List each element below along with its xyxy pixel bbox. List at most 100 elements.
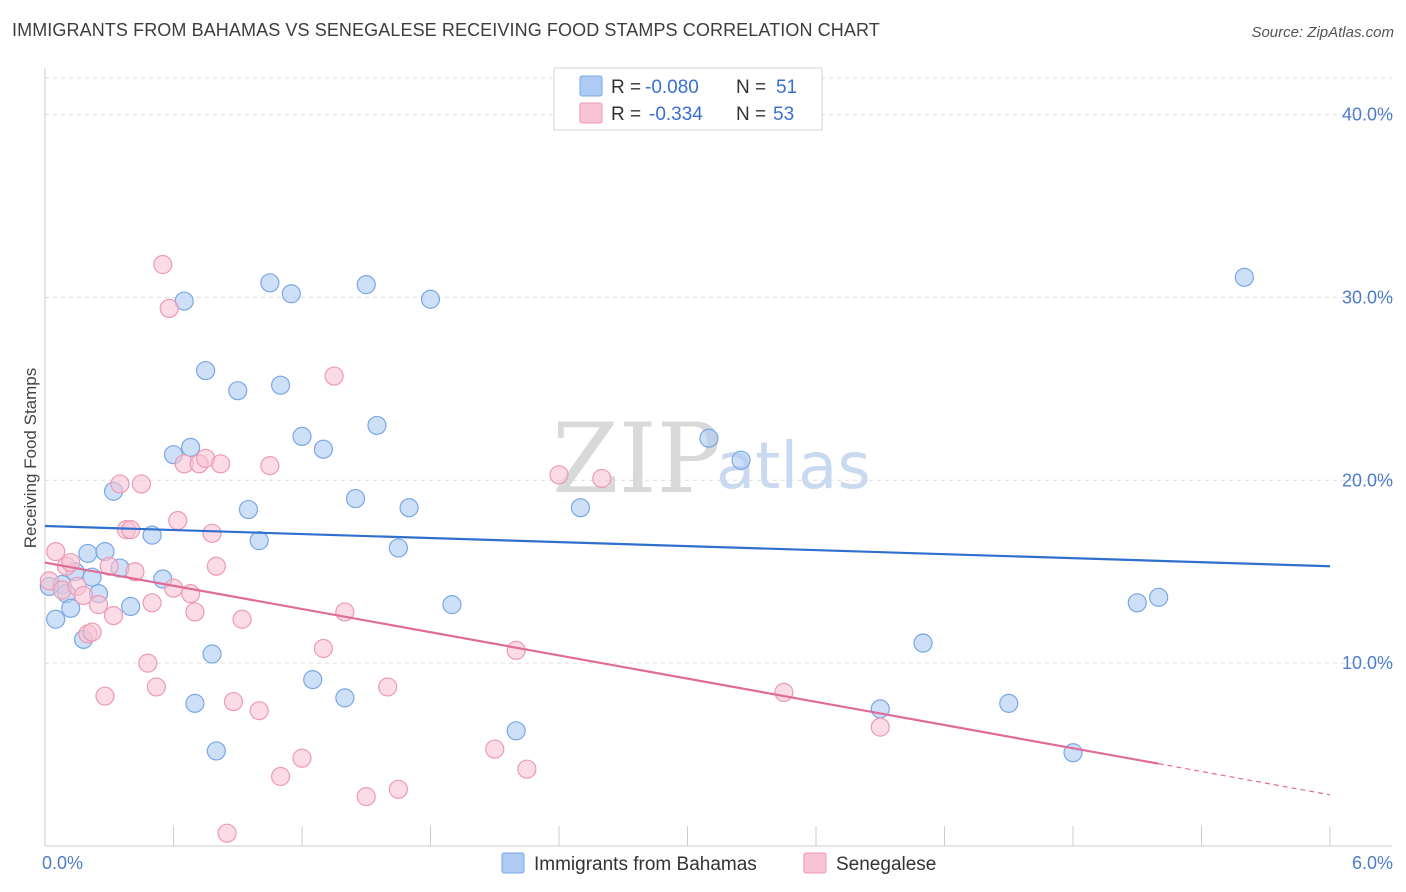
point-bahamas: [1149, 587, 1169, 607]
point-bahamas: [388, 538, 408, 558]
point-bahamas: [442, 595, 462, 615]
gridlines: [45, 77, 1392, 664]
point-senegalese: [270, 766, 291, 787]
point-senegalese: [163, 578, 184, 598]
correlation-legend: R = -0.080 N = 51 R = -0.334 N = 53: [553, 67, 823, 131]
trend-line-senegalese: [44, 561, 1159, 765]
chart-title: IMMIGRANTS FROM BAHAMAS VS SENEGALESE RE…: [12, 20, 880, 40]
point-bahamas: [356, 275, 376, 295]
series-label-senegalese: Senegalese: [836, 854, 936, 875]
point-senegalese: [217, 823, 237, 843]
point-senegalese: [146, 677, 166, 697]
point-senegalese: [870, 717, 890, 737]
point-bahamas: [249, 531, 269, 551]
point-senegalese: [110, 474, 130, 494]
trend-line-bahamas: [44, 524, 1331, 568]
point-senegalese: [549, 465, 569, 485]
y-tick-labels: 10.0% 20.0% 30.0% 40.0%: [1342, 105, 1393, 674]
point-bahamas: [196, 360, 216, 381]
point-senegalese: [232, 609, 252, 629]
legend-swatch-pink: [579, 102, 603, 124]
point-senegalese: [82, 622, 102, 642]
y-axis-label: Receiving Food Stamps: [21, 368, 40, 548]
point-senegalese: [88, 595, 109, 615]
point-senegalese: [517, 759, 537, 779]
point-bahamas: [292, 426, 312, 446]
point-bahamas: [699, 428, 719, 448]
trend-line-senegalese-extension: [1158, 763, 1331, 796]
series-swatch-senegalese: [803, 852, 827, 874]
legend-r-label-blue: R =: [611, 77, 641, 98]
data-points: [39, 254, 1254, 843]
point-senegalese: [356, 787, 376, 807]
point-senegalese: [211, 454, 231, 474]
point-bahamas: [913, 633, 933, 653]
y-tick-label: 30.0%: [1342, 287, 1393, 307]
watermark: ZIP atlas: [552, 403, 871, 515]
point-bahamas: [999, 693, 1019, 713]
point-bahamas: [420, 289, 441, 309]
legend-n-value-blue: 51: [776, 77, 797, 98]
point-senegalese: [202, 523, 222, 543]
point-bahamas: [202, 644, 222, 664]
point-bahamas: [78, 543, 98, 564]
point-senegalese: [774, 682, 794, 703]
point-senegalese: [142, 593, 162, 613]
point-bahamas: [1234, 267, 1254, 287]
point-senegalese: [506, 640, 526, 660]
x-tick-label: 0.0%: [42, 853, 83, 873]
point-bahamas: [185, 693, 205, 713]
series-swatch-bahamas: [501, 852, 525, 874]
x-tick-label: 6.0%: [1352, 853, 1393, 873]
point-bahamas: [238, 499, 259, 520]
point-bahamas: [142, 525, 162, 545]
series-label-bahamas: Immigrants from Bahamas: [534, 854, 757, 875]
x-tick-labels: 0.0% 6.0%: [42, 853, 1393, 873]
point-senegalese: [388, 779, 408, 799]
point-bahamas: [506, 721, 526, 741]
point-senegalese: [103, 605, 124, 626]
point-senegalese: [313, 638, 334, 659]
legend-r-value-pink: -0.334: [649, 104, 703, 125]
point-bahamas: [731, 450, 751, 470]
point-senegalese: [292, 748, 312, 768]
trend-lines: [44, 524, 1331, 796]
point-bahamas: [46, 609, 66, 629]
point-senegalese: [159, 298, 179, 318]
point-bahamas: [313, 439, 334, 459]
point-bahamas: [206, 741, 226, 761]
point-senegalese: [125, 562, 145, 582]
point-senegalese: [168, 510, 188, 531]
point-bahamas: [345, 488, 366, 509]
point-senegalese: [131, 474, 151, 494]
legend-r-label-pink: R =: [611, 104, 641, 125]
point-bahamas: [399, 498, 419, 518]
point-bahamas: [281, 284, 301, 304]
legend-swatch-blue: [579, 75, 603, 97]
point-bahamas: [1127, 593, 1147, 613]
legend-r-value-blue: -0.080: [645, 77, 699, 98]
watermark-zip: ZIP: [552, 403, 721, 515]
point-senegalese: [378, 677, 398, 697]
point-senegalese: [206, 556, 226, 576]
chart-source: Source: ZipAtlas.com: [1251, 24, 1394, 41]
point-bahamas: [260, 273, 280, 293]
point-bahamas: [303, 669, 323, 690]
point-bahamas: [270, 375, 291, 395]
point-senegalese: [185, 602, 205, 622]
point-senegalese: [324, 366, 344, 386]
point-senegalese: [249, 701, 269, 721]
point-senegalese: [95, 686, 115, 706]
legend-n-label-blue: N =: [736, 77, 766, 98]
point-senegalese: [223, 691, 244, 712]
point-bahamas: [181, 437, 201, 457]
y-tick-label: 10.0%: [1342, 653, 1393, 673]
point-senegalese: [485, 739, 505, 759]
legend-n-value-pink: 53: [773, 104, 794, 125]
point-senegalese: [592, 468, 612, 489]
point-bahamas: [61, 598, 81, 618]
point-senegalese: [46, 541, 66, 562]
point-senegalese: [260, 456, 280, 476]
y-tick-label: 20.0%: [1342, 470, 1393, 490]
